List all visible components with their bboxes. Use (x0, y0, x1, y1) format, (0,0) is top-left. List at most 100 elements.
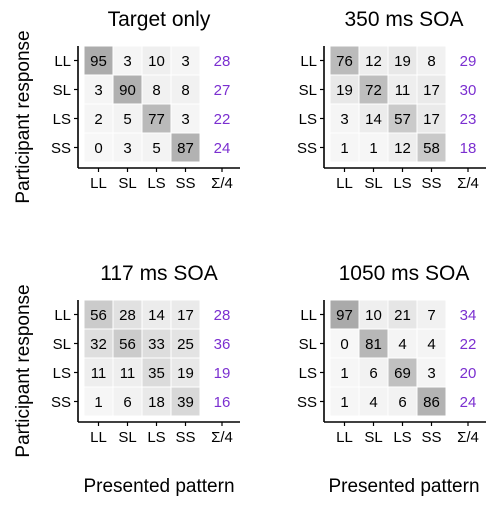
heatmap-cell (358, 132, 389, 163)
cell-value: 17 (423, 82, 440, 99)
cell-value: 8 (427, 53, 435, 70)
cell-value: 3 (94, 82, 102, 99)
heatmap-cell (358, 299, 389, 330)
cell-value: 57 (394, 111, 411, 128)
heatmap-cell (141, 386, 172, 417)
cell-value: 56 (90, 307, 107, 324)
panel-title: 117 ms SOA (100, 262, 218, 285)
heatmap-cell (358, 386, 389, 417)
cell-value: 19 (177, 365, 194, 382)
y-tick-label: LS (299, 365, 317, 382)
cell-value: 3 (123, 140, 131, 157)
cell-value: 87 (177, 140, 194, 157)
cell-value: 95 (90, 53, 107, 70)
heatmap-cell (387, 45, 418, 76)
cell-value: 12 (394, 140, 411, 157)
cell-value: 0 (94, 140, 102, 157)
x-tick-label: SL (118, 175, 136, 192)
heatmap-cell (416, 103, 447, 134)
heatmap-cell (387, 328, 418, 359)
heatmap-cell (329, 299, 360, 330)
cell-value: 3 (123, 53, 131, 70)
cell-value: 3 (181, 111, 189, 128)
cell-value: 11 (395, 82, 411, 99)
cell-value: 17 (177, 307, 194, 324)
x-tick-label: SS (421, 175, 441, 192)
row-sum-value: 23 (460, 111, 477, 128)
x-tick-label: LS (147, 175, 165, 192)
y-tick-label: SS (51, 140, 71, 157)
cell-value: 76 (336, 53, 353, 70)
heatmap-cell (112, 74, 143, 105)
x-tick-label: LL (90, 175, 107, 192)
cell-value: 4 (398, 336, 406, 353)
heatmap-cell (416, 328, 447, 359)
cell-value: 3 (340, 111, 348, 128)
x-tick-label: SS (175, 429, 195, 446)
cell-value: 72 (365, 82, 382, 99)
row-sum-value: 19 (214, 365, 231, 382)
cell-value: 11 (91, 365, 107, 382)
heatmap-cell (416, 357, 447, 388)
heatmap-cell (83, 299, 114, 330)
cell-value: 11 (120, 365, 136, 382)
heatmap-cell (112, 132, 143, 163)
y-tick-label: LS (53, 365, 71, 382)
x-tick-label: LL (90, 429, 107, 446)
heatmap-cell (416, 299, 447, 330)
cell-value: 8 (152, 82, 160, 99)
cell-value: 90 (119, 82, 136, 99)
y-tick-label: SL (299, 82, 317, 99)
y-tick-label: SL (53, 336, 71, 353)
cell-value: 35 (148, 365, 165, 382)
cell-value: 25 (177, 336, 194, 353)
heatmap-cell (83, 45, 114, 76)
cell-value: 69 (394, 365, 411, 382)
cell-value: 8 (181, 82, 189, 99)
y-tick-label: SS (51, 394, 71, 411)
heatmap-cell (329, 132, 360, 163)
cell-value: 12 (365, 53, 382, 70)
x-tick-label: LL (336, 429, 353, 446)
heatmap-cell (112, 357, 143, 388)
heatmap-cell (329, 328, 360, 359)
row-sum-value: 27 (214, 82, 231, 99)
x-axis-title-left: Presented pattern (83, 476, 234, 497)
heatmap-cell (387, 132, 418, 163)
y-axis-title-top: Participant response (13, 30, 34, 203)
cell-value: 33 (148, 336, 165, 353)
cell-value: 6 (398, 394, 406, 411)
row-sum-value: 24 (460, 394, 477, 411)
x-tick-label: Σ/4 (211, 429, 233, 446)
cell-value: 39 (177, 394, 194, 411)
cell-value: 19 (336, 82, 353, 99)
heatmap-cell (170, 103, 201, 134)
y-tick-label: LS (53, 111, 71, 128)
panel-title: 1050 ms SOA (339, 262, 470, 285)
x-tick-label: SL (118, 429, 136, 446)
cell-value: 1 (94, 394, 102, 411)
cell-value: 3 (181, 53, 189, 70)
y-tick-label: LS (299, 111, 317, 128)
x-tick-label: LL (336, 175, 353, 192)
row-sum-value: 22 (460, 336, 477, 353)
cell-value: 56 (119, 336, 136, 353)
y-tick-label: LL (300, 307, 317, 324)
y-tick-label: LL (54, 53, 71, 70)
x-tick-label: SS (421, 429, 441, 446)
heatmap-cell (387, 103, 418, 134)
row-sum-value: 22 (214, 111, 231, 128)
cell-value: 0 (340, 336, 348, 353)
x-tick-label: Σ/4 (211, 175, 233, 192)
cell-value: 5 (152, 140, 160, 157)
row-sum-value: 28 (214, 53, 231, 70)
cell-value: 58 (423, 140, 440, 157)
x-tick-label: Σ/4 (457, 429, 479, 446)
x-axis-title-right: Presented pattern (328, 476, 479, 497)
row-sum-value: 34 (460, 307, 477, 324)
cell-value: 18 (148, 394, 165, 411)
y-tick-label: SS (297, 394, 317, 411)
cell-value: 1 (340, 140, 348, 157)
cell-value: 3 (427, 365, 435, 382)
y-tick-label: SS (297, 140, 317, 157)
